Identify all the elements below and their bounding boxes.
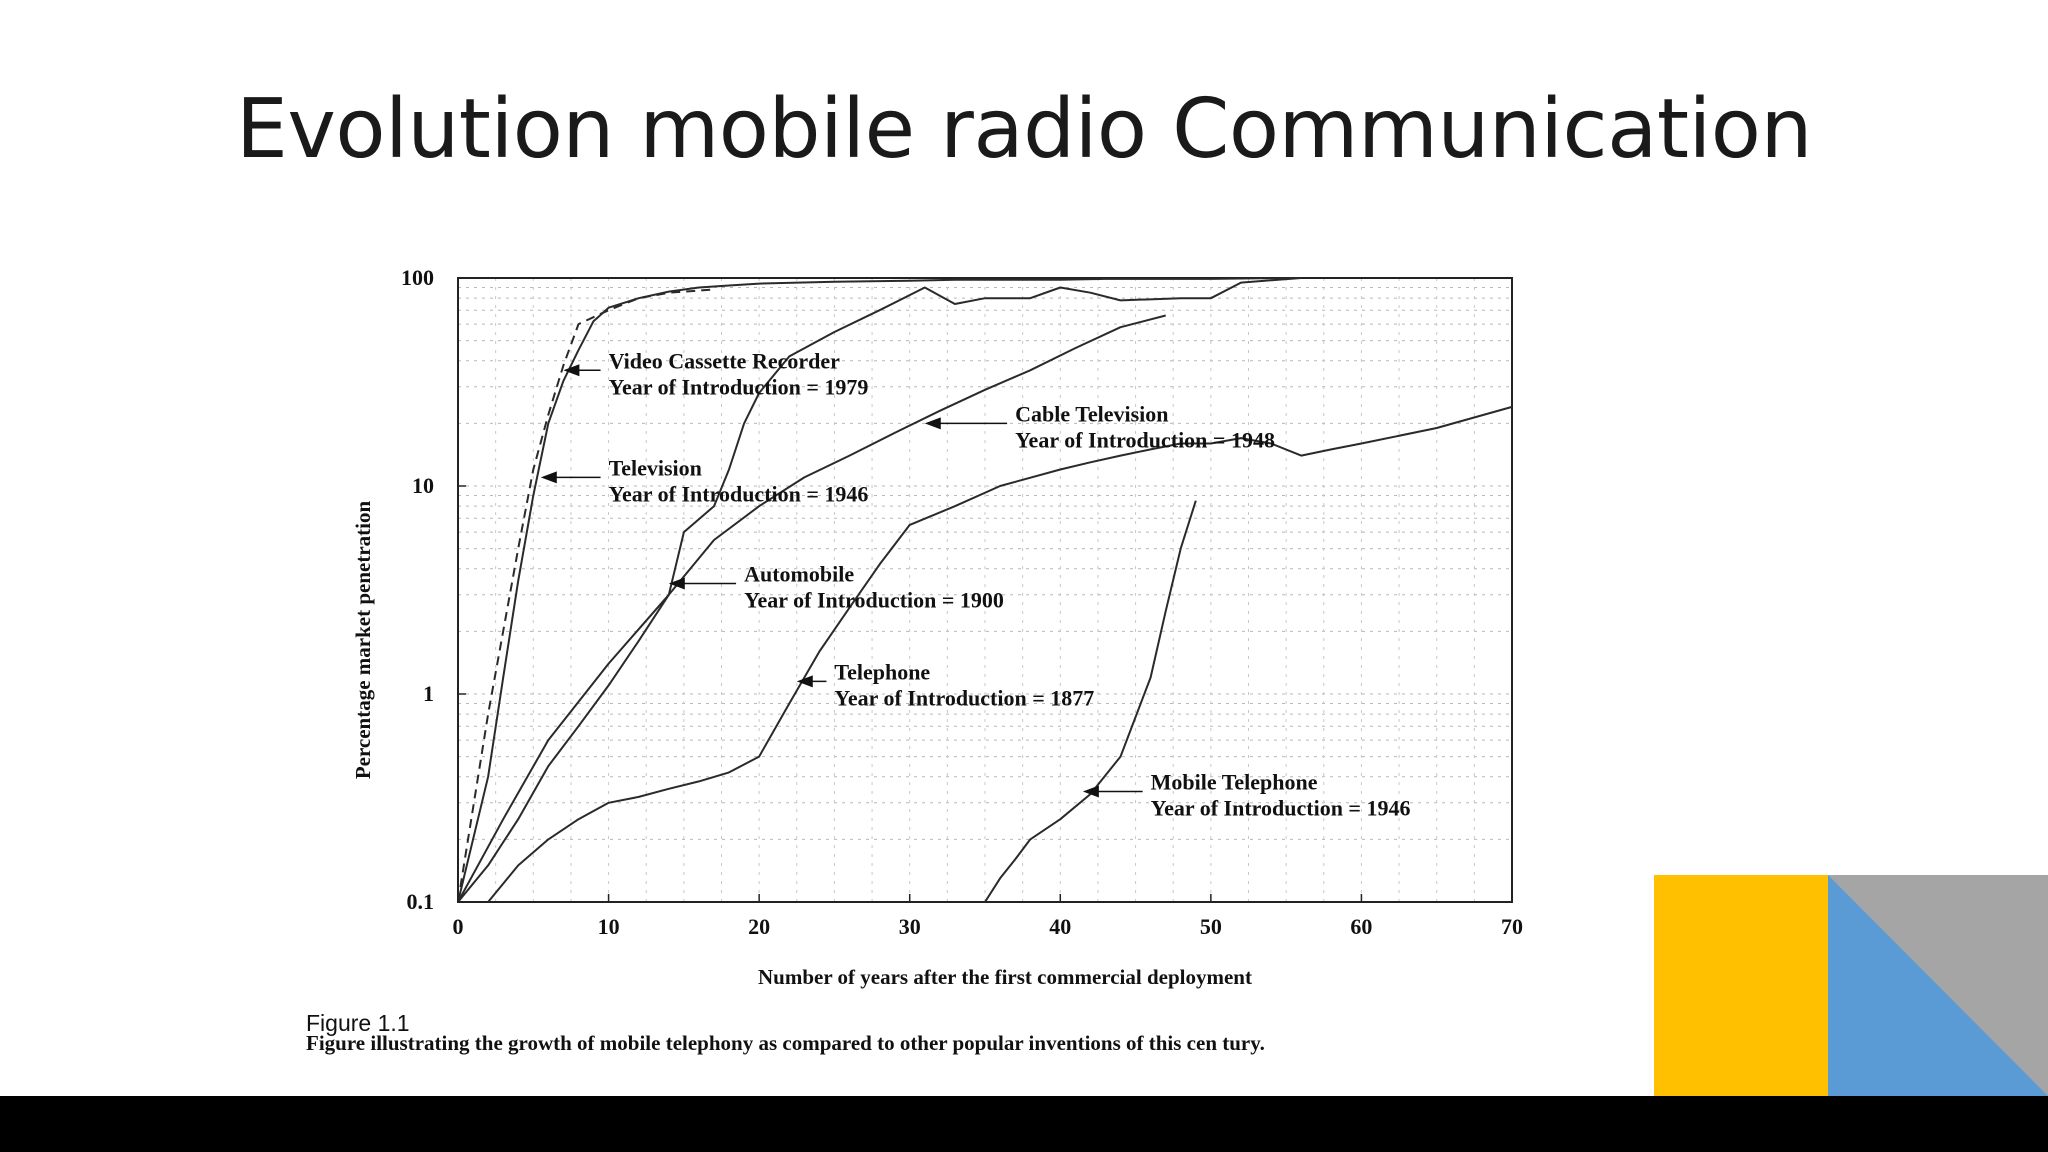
annotation-label-video-cassette-recorder: Year of Introduction = 1979 — [609, 374, 869, 399]
x-tick-label: 10 — [598, 914, 620, 939]
annotation-label-cable-television: Cable Television — [1015, 401, 1168, 426]
annotation-label-television: Television — [609, 455, 702, 480]
figure-scan: Video Cassette Recorder Year of Introduct… — [290, 252, 1610, 1092]
annotation-arrowhead-television — [540, 471, 557, 484]
series-line-cable-television — [457, 314, 1166, 903]
annotation-arrowhead-cable-television — [924, 417, 941, 430]
x-tick-label: 0 — [453, 914, 464, 939]
annotation-label-mobile-telephone: Mobile Telephone — [1151, 769, 1318, 794]
annotation-label-cable-television: Year of Introduction = 1948 — [1015, 427, 1275, 452]
x-tick-label: 40 — [1049, 914, 1071, 939]
x-tick-label: 30 — [899, 914, 921, 939]
y-axis-label: Percentage market penetration — [351, 501, 375, 780]
annotation-label-video-cassette-recorder: Video Cassette Recorder — [609, 348, 841, 373]
x-tick-label: 20 — [748, 914, 770, 939]
x-tick-label: 70 — [1501, 914, 1523, 939]
series-layer — [457, 277, 1513, 903]
series-line-automobile — [457, 277, 1302, 903]
y-tick-label: 100 — [401, 265, 434, 290]
x-axis-label: Number of years after the first commerci… — [758, 965, 1252, 989]
annotation-arrowhead-telephone — [796, 675, 813, 688]
annotation-arrowhead-mobile-telephone — [1082, 785, 1099, 798]
tick-layer: 0 10 20 30 40 50 60 70 0.1 1 10 100 — [401, 265, 1523, 939]
figure-caption-text: Figure illustrating the growth of mobile… — [306, 1031, 1265, 1055]
slide-title: Evolution mobile radio Communication — [236, 82, 1812, 177]
bottom-black-bar — [0, 1096, 2048, 1152]
annotation-label-television: Year of Introduction = 1946 — [609, 481, 869, 506]
annotation-label-automobile: Automobile — [744, 561, 854, 586]
y-tick-label: 10 — [412, 473, 434, 498]
x-tick-label: 50 — [1200, 914, 1222, 939]
annotation-label-mobile-telephone: Year of Introduction = 1946 — [1151, 795, 1411, 820]
y-tick-label: 1 — [423, 681, 434, 706]
y-tick-label: 0.1 — [407, 889, 435, 914]
series-line-television — [457, 277, 1302, 903]
figure-caption-label: Figure 1.1 — [306, 1010, 410, 1036]
deco-yellow-block — [1654, 875, 1828, 1096]
series-line-telephone — [487, 405, 1513, 903]
annotation-label-automobile: Year of Introduction = 1900 — [744, 587, 1004, 612]
x-tick-label: 60 — [1350, 914, 1372, 939]
corner-decoration — [1654, 875, 2048, 1096]
annotation-label-telephone: Year of Introduction = 1877 — [834, 685, 1094, 710]
deco-blue-triangle — [1828, 875, 2048, 1096]
annotation-arrowhead-automobile — [668, 577, 685, 590]
annotation-arrowhead-video-cassette-recorder — [563, 364, 580, 377]
annotation-label-telephone: Telephone — [834, 659, 930, 684]
